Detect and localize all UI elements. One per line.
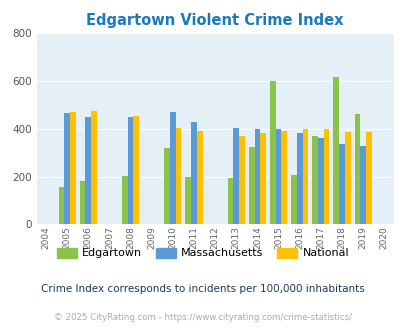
Bar — [269, 81, 275, 224]
Bar — [191, 121, 196, 224]
Bar — [365, 132, 371, 224]
Bar — [58, 186, 64, 224]
Bar — [290, 175, 296, 224]
Bar — [281, 131, 286, 224]
Bar — [354, 115, 359, 224]
Bar — [344, 132, 350, 224]
Bar — [248, 147, 254, 224]
Bar — [70, 112, 76, 224]
Bar — [317, 138, 323, 224]
Title: Edgartown Violent Crime Index: Edgartown Violent Crime Index — [86, 13, 343, 28]
Bar — [296, 134, 302, 224]
Bar — [128, 117, 133, 224]
Bar — [196, 131, 202, 224]
Bar — [359, 146, 365, 224]
Bar — [302, 129, 307, 224]
Bar — [260, 134, 265, 224]
Text: Crime Index corresponds to incidents per 100,000 inhabitants: Crime Index corresponds to incidents per… — [41, 284, 364, 294]
Bar — [233, 127, 239, 224]
Bar — [175, 128, 181, 224]
Bar — [227, 179, 233, 224]
Bar — [164, 148, 170, 224]
Text: © 2025 CityRating.com - https://www.cityrating.com/crime-statistics/: © 2025 CityRating.com - https://www.city… — [54, 313, 351, 322]
Bar — [79, 182, 85, 224]
Bar — [338, 144, 344, 224]
Bar — [239, 136, 244, 224]
Bar — [133, 115, 139, 224]
Bar — [323, 129, 328, 224]
Bar — [185, 177, 191, 224]
Bar — [311, 136, 317, 224]
Bar — [122, 176, 128, 224]
Bar — [91, 111, 97, 224]
Bar — [333, 77, 338, 224]
Legend: Edgartown, Massachusetts, National: Edgartown, Massachusetts, National — [52, 243, 353, 263]
Bar — [170, 112, 175, 224]
Bar — [275, 129, 281, 224]
Bar — [254, 129, 260, 224]
Bar — [64, 113, 70, 224]
Bar — [85, 117, 91, 224]
